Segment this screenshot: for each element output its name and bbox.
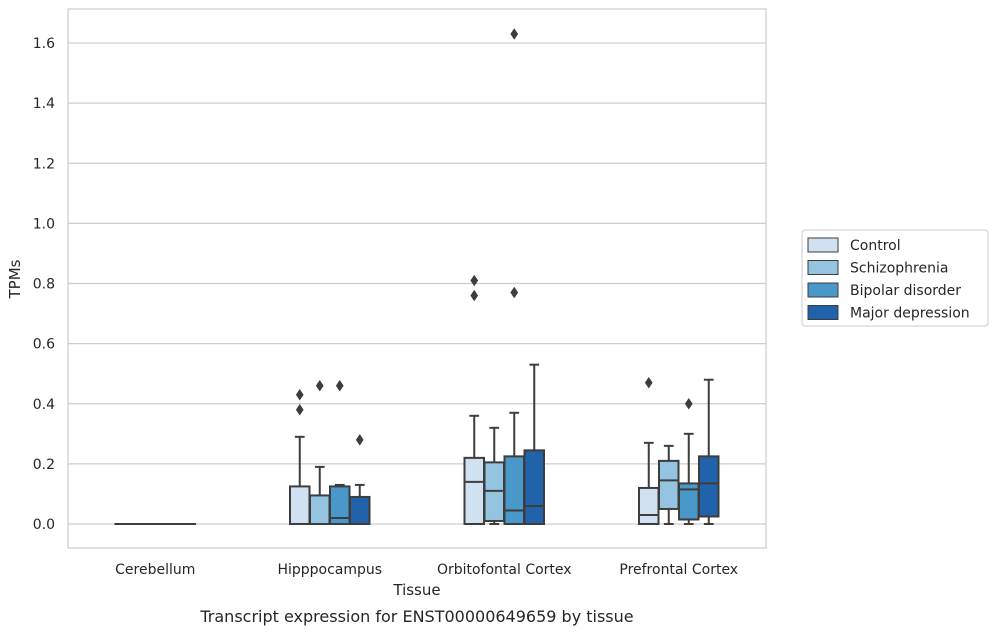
legend-swatch (808, 261, 838, 275)
legend-swatch (808, 283, 838, 297)
box-body (505, 456, 525, 524)
box-orbitofontal-cortex (465, 275, 485, 524)
outlier-point (511, 29, 518, 40)
x-tick-labels: Cerebellum Hipppocampus Orbitofontal Corte… (115, 562, 738, 578)
legend-swatch (808, 306, 838, 320)
x-axis-label: Tissue (392, 581, 440, 599)
y-tick-label: 0.6 (33, 337, 55, 353)
series-schizophrenia (136, 380, 679, 524)
outlier-point (511, 287, 518, 298)
legend-item: Control (808, 238, 901, 254)
box-body (525, 450, 545, 524)
box-prefrontal-cortex (679, 398, 699, 524)
y-tick-label: 1.4 (33, 96, 55, 112)
box-prefrontal-cortex (639, 377, 659, 524)
legend-label: Bipolar disorder (850, 283, 961, 299)
box-hipppocampus (310, 380, 330, 524)
x-tick-label: Orbitofontal Cortex (437, 562, 572, 578)
legend-label: Schizophrenia (850, 261, 948, 277)
outlier-point (356, 434, 363, 445)
outlier-point (316, 380, 323, 391)
y-tick-label: 0.4 (33, 397, 55, 413)
y-tick-labels: 0.0 0.2 0.4 0.6 0.8 1.0 1.2 1.4 1.6 (33, 36, 55, 533)
box-orbitofontal-cortex (485, 428, 505, 524)
box-body (310, 495, 330, 524)
box-hipppocampus (330, 380, 350, 524)
box-orbitofontal-cortex (525, 365, 545, 524)
x-tick-label: Prefrontal Cortex (619, 562, 738, 578)
box-body (639, 488, 659, 524)
outlier-point (471, 290, 478, 301)
series-control (116, 275, 659, 524)
y-tick-label: 1.6 (33, 36, 55, 52)
series-major-depression (176, 365, 719, 524)
y-tick-label: 0.2 (33, 457, 55, 473)
x-tick-label: Hipppocampus (277, 562, 382, 578)
box-body (350, 497, 370, 524)
box-hipppocampus (290, 389, 310, 524)
box-prefrontal-cortex (659, 446, 679, 524)
x-tick-label: Cerebellum (115, 562, 195, 578)
outlier-point (685, 398, 692, 409)
legend-swatch (808, 238, 838, 252)
outlier-point (645, 377, 652, 388)
legend-label: Major depression (850, 306, 970, 322)
box-body (290, 486, 310, 524)
box-body (465, 458, 485, 524)
y-tick-label: 0.8 (33, 277, 55, 293)
outlier-point (336, 380, 343, 391)
box-body (659, 461, 679, 509)
legend: Control Schizophrenia Bipolar disorder Majo… (802, 230, 988, 326)
legend-item: Major depression (808, 306, 970, 322)
box-body (699, 456, 719, 516)
legend-item: Bipolar disorder (808, 283, 961, 299)
box-hipppocampus (350, 434, 370, 524)
chart-caption: Transcript expression for ENST0000064965… (199, 607, 633, 626)
legend-label: Control (850, 238, 901, 254)
y-axis-label: TPMs (6, 259, 24, 299)
grid-lines (68, 43, 766, 524)
y-tick-label: 1.0 (33, 216, 55, 232)
y-tick-label: 0.0 (33, 517, 55, 533)
legend-item: Schizophrenia (808, 261, 948, 277)
box-prefrontal-cortex (699, 380, 719, 524)
y-tick-label: 1.2 (33, 156, 55, 172)
outlier-point (296, 389, 303, 400)
outlier-point (471, 275, 478, 286)
outlier-point (296, 404, 303, 415)
